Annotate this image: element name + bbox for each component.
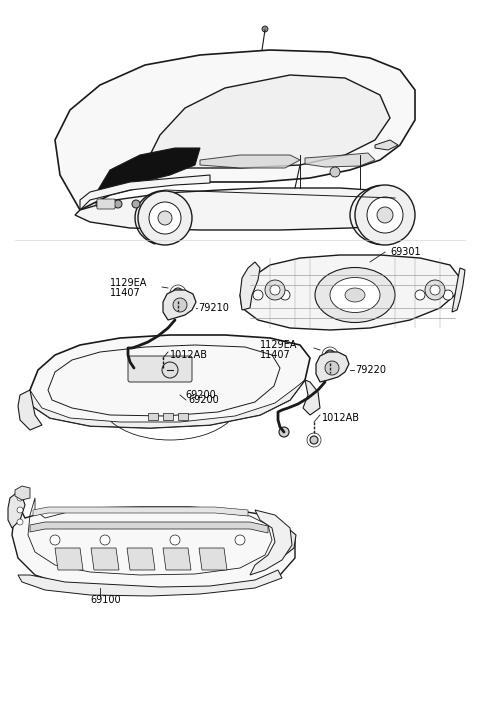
Circle shape <box>367 197 403 233</box>
Text: 79210: 79210 <box>198 303 229 313</box>
Circle shape <box>235 535 245 545</box>
Circle shape <box>17 519 23 525</box>
Circle shape <box>377 207 393 223</box>
Circle shape <box>159 371 167 379</box>
Circle shape <box>430 285 440 295</box>
Ellipse shape <box>330 277 380 312</box>
Polygon shape <box>33 507 248 516</box>
Polygon shape <box>55 50 415 210</box>
Bar <box>178 413 188 420</box>
Text: 11407: 11407 <box>260 350 291 360</box>
Polygon shape <box>30 335 310 428</box>
Circle shape <box>270 285 280 295</box>
Polygon shape <box>278 530 296 555</box>
Polygon shape <box>240 255 460 330</box>
Circle shape <box>158 211 172 225</box>
Polygon shape <box>250 510 292 575</box>
Polygon shape <box>145 75 390 168</box>
Circle shape <box>132 200 140 208</box>
Polygon shape <box>452 268 465 312</box>
Text: 69301: 69301 <box>390 247 420 257</box>
Polygon shape <box>91 548 119 570</box>
Circle shape <box>425 280 445 300</box>
Bar <box>163 413 173 420</box>
Circle shape <box>415 290 425 300</box>
Circle shape <box>355 185 415 245</box>
Circle shape <box>443 290 453 300</box>
Text: 1012AB: 1012AB <box>322 413 360 423</box>
Circle shape <box>50 535 60 545</box>
Circle shape <box>129 363 139 373</box>
Circle shape <box>173 298 187 312</box>
Text: 11407: 11407 <box>110 288 141 298</box>
Circle shape <box>325 361 339 375</box>
Text: 1129EA: 1129EA <box>260 340 298 350</box>
Text: 1012AB: 1012AB <box>170 350 208 360</box>
Polygon shape <box>305 153 375 167</box>
Polygon shape <box>18 570 282 596</box>
Polygon shape <box>303 380 320 415</box>
Polygon shape <box>163 548 191 570</box>
Circle shape <box>114 200 122 208</box>
Polygon shape <box>240 262 260 310</box>
Circle shape <box>100 535 110 545</box>
Polygon shape <box>199 548 227 570</box>
Text: 69100: 69100 <box>90 595 120 605</box>
Polygon shape <box>55 548 83 570</box>
Polygon shape <box>75 188 410 230</box>
Ellipse shape <box>345 288 365 302</box>
Polygon shape <box>127 548 155 570</box>
Polygon shape <box>200 155 300 168</box>
Circle shape <box>262 26 268 32</box>
Ellipse shape <box>315 268 395 322</box>
Polygon shape <box>15 486 30 500</box>
Circle shape <box>17 495 23 501</box>
Circle shape <box>265 280 285 300</box>
Polygon shape <box>18 390 42 430</box>
Circle shape <box>96 200 104 208</box>
Text: 1129EA: 1129EA <box>110 278 147 288</box>
Text: 69200: 69200 <box>185 390 216 400</box>
Circle shape <box>162 362 178 378</box>
FancyBboxPatch shape <box>128 356 192 382</box>
Polygon shape <box>95 148 200 195</box>
Circle shape <box>325 350 335 360</box>
Polygon shape <box>316 352 349 382</box>
Text: 79220: 79220 <box>355 365 386 375</box>
Polygon shape <box>163 290 196 320</box>
Circle shape <box>310 436 318 444</box>
Circle shape <box>280 290 290 300</box>
Circle shape <box>330 167 340 177</box>
Circle shape <box>170 535 180 545</box>
Polygon shape <box>375 140 398 150</box>
Polygon shape <box>8 490 25 528</box>
Circle shape <box>17 507 23 513</box>
Polygon shape <box>30 522 268 533</box>
Circle shape <box>138 191 192 245</box>
Polygon shape <box>30 380 305 428</box>
Circle shape <box>149 202 181 234</box>
FancyBboxPatch shape <box>97 199 115 209</box>
Circle shape <box>253 290 263 300</box>
Bar <box>148 413 158 420</box>
Circle shape <box>279 427 289 437</box>
Circle shape <box>173 288 183 298</box>
Polygon shape <box>12 490 295 592</box>
Polygon shape <box>80 175 210 210</box>
Text: 69200: 69200 <box>188 395 219 405</box>
